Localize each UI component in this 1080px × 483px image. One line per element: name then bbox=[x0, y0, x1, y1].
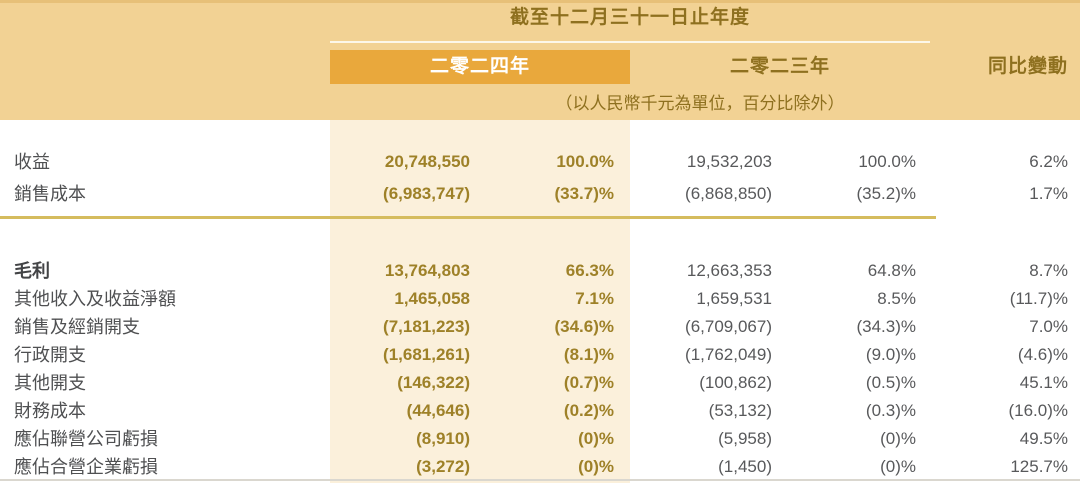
value-2023: (5,958) bbox=[718, 429, 772, 448]
row-label: 其他收入及收益淨額 bbox=[14, 289, 176, 309]
row-label: 其他開支 bbox=[14, 373, 86, 393]
table-row-other-income: 其他收入及收益淨額 1,465,058 7.1% 1,659,531 8.5% … bbox=[0, 285, 1080, 313]
value-2024: 1,465,058 bbox=[394, 289, 470, 308]
row-label: 應佔合營企業虧損 bbox=[14, 457, 158, 477]
value-2023: 1,659,531 bbox=[696, 289, 772, 308]
table-row-finance-costs: 財務成本 (44,646) (0.2)% (53,132) (0.3)% (16… bbox=[0, 397, 1080, 425]
value-2024: 20,748,550 bbox=[384, 152, 470, 171]
value-2024: (146,322) bbox=[397, 373, 470, 392]
value-2023: (1,762,049) bbox=[685, 345, 772, 364]
pct-2024: 100.0% bbox=[556, 152, 614, 171]
pct-2023: 8.5% bbox=[877, 289, 916, 308]
year-2024-highlight-column bbox=[330, 120, 630, 483]
bottom-separator-rule bbox=[0, 479, 1080, 481]
value-2023: 19,532,203 bbox=[686, 152, 772, 171]
table-row-revenue: 收益 20,748,550 100.0% 19,532,203 100.0% 6… bbox=[0, 146, 1080, 178]
column-header-2024: 二零二四年 bbox=[330, 50, 630, 84]
yoy-change-value: (16.0)% bbox=[1008, 401, 1068, 420]
table-row-gross-profit: 毛利 13,764,803 66.3% 12,663,353 64.8% 8.7… bbox=[0, 257, 1080, 285]
yoy-change-value: (11.7)% bbox=[1009, 289, 1068, 308]
value-2023: (100,862) bbox=[699, 373, 772, 392]
row-label: 財務成本 bbox=[14, 401, 86, 421]
value-2024: 13,764,803 bbox=[384, 261, 470, 280]
column-header-2023: 二零二三年 bbox=[729, 56, 830, 77]
pct-2023: 64.8% bbox=[867, 261, 916, 280]
pct-2024: (33.7)% bbox=[554, 184, 614, 203]
yoy-change-value: 6.2% bbox=[1029, 152, 1068, 171]
profit-and-expenses-section: 毛利 13,764,803 66.3% 12,663,353 64.8% 8.7… bbox=[0, 257, 1080, 481]
row-label: 銷售及經銷開支 bbox=[14, 317, 140, 337]
pct-2023: 100.0% bbox=[858, 152, 916, 171]
pct-2023: (0)% bbox=[880, 429, 916, 448]
column-header-yoy-change: 同比變動 bbox=[987, 56, 1068, 77]
value-2024: (1,681,261) bbox=[383, 345, 470, 364]
yoy-change-value: 8.7% bbox=[1029, 261, 1068, 280]
table-row-share-of-associates-loss: 應佔聯營公司虧損 (8,910) (0)% (5,958) (0)% 49.5% bbox=[0, 425, 1080, 453]
pct-2024: 7.1% bbox=[575, 289, 614, 308]
yoy-change-value: 1.7% bbox=[1029, 184, 1068, 203]
header-underline-rule bbox=[330, 41, 930, 43]
pct-2023: (9.0)% bbox=[865, 345, 916, 364]
table-row-admin-expenses: 行政開支 (1,681,261) (8.1)% (1,762,049) (9.0… bbox=[0, 341, 1080, 369]
yoy-change-value: 45.1% bbox=[1019, 373, 1068, 392]
pct-2023: (0)% bbox=[880, 457, 916, 476]
pct-2024: (0.7)% bbox=[563, 373, 614, 392]
value-2024: (7,181,223) bbox=[383, 317, 470, 336]
row-label: 銷售成本 bbox=[14, 184, 86, 204]
yoy-change-value: (4.6)% bbox=[1017, 345, 1068, 364]
row-label: 毛利 bbox=[14, 261, 50, 281]
value-2024: (6,983,747) bbox=[383, 184, 470, 203]
revenue-section: 收益 20,748,550 100.0% 19,532,203 100.0% 6… bbox=[0, 146, 1080, 210]
pct-2023: (35.2)% bbox=[856, 184, 916, 203]
currency-unit-note: （以人民幣千元為單位，百分比除外） bbox=[555, 94, 845, 113]
pct-2023: (0.3)% bbox=[865, 401, 916, 420]
pct-2024: (34.6)% bbox=[554, 317, 614, 336]
period-title: 截至十二月三十一日止年度 bbox=[509, 7, 750, 28]
value-2024: (8,910) bbox=[416, 429, 470, 448]
value-2023: (6,709,067) bbox=[685, 317, 772, 336]
pct-2024: 66.3% bbox=[565, 261, 614, 280]
table-row-other-expenses: 其他開支 (146,322) (0.7)% (100,862) (0.5)% 4… bbox=[0, 369, 1080, 397]
row-label: 應佔聯營公司虧損 bbox=[14, 429, 158, 449]
table-row-selling-expenses: 銷售及經銷開支 (7,181,223) (34.6)% (6,709,067) … bbox=[0, 313, 1080, 341]
value-2023: (53,132) bbox=[708, 401, 772, 420]
pct-2023: (34.3)% bbox=[856, 317, 916, 336]
table-row-cost-of-sales: 銷售成本 (6,983,747) (33.7)% (6,868,850) (35… bbox=[0, 178, 1080, 210]
pct-2023: (0.5)% bbox=[865, 373, 916, 392]
pct-2024: (0)% bbox=[578, 429, 614, 448]
gold-separator-rule bbox=[0, 216, 936, 219]
value-2024: (3,272) bbox=[416, 457, 470, 476]
value-2023: (1,450) bbox=[718, 457, 772, 476]
row-label: 行政開支 bbox=[14, 345, 86, 365]
pct-2024: (0)% bbox=[578, 457, 614, 476]
value-2023: 12,663,353 bbox=[686, 261, 772, 280]
value-2023: (6,868,850) bbox=[685, 184, 772, 203]
yoy-change-value: 49.5% bbox=[1019, 429, 1068, 448]
yoy-change-value: 7.0% bbox=[1029, 317, 1068, 336]
pct-2024: (0.2)% bbox=[563, 401, 614, 420]
table-row-share-of-jv-loss: 應佔合營企業虧損 (3,272) (0)% (1,450) (0)% 125.7… bbox=[0, 453, 1080, 481]
yoy-change-value: 125.7% bbox=[1010, 457, 1068, 476]
value-2024: (44,646) bbox=[406, 401, 470, 420]
row-label: 收益 bbox=[14, 152, 50, 172]
pct-2024: (8.1)% bbox=[563, 345, 614, 364]
